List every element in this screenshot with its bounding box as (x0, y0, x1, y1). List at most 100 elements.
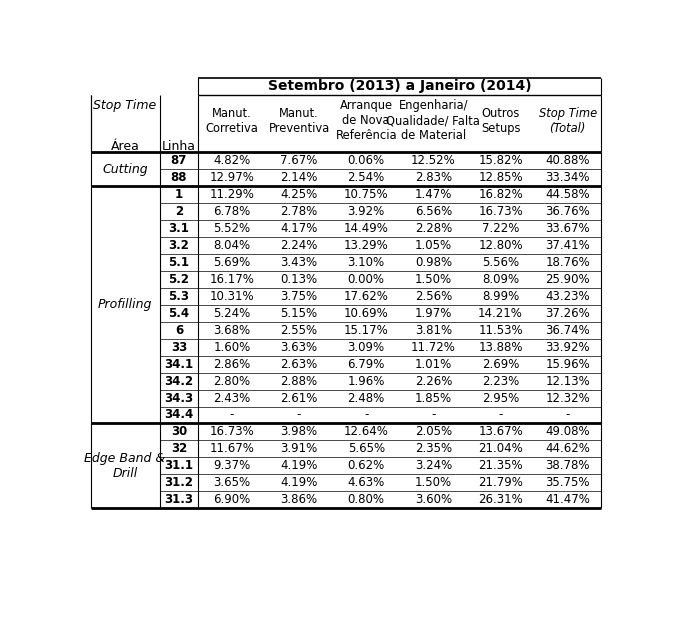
Text: 2.83%: 2.83% (415, 171, 452, 184)
Text: 3.24%: 3.24% (414, 459, 452, 472)
Text: 4.19%: 4.19% (280, 459, 318, 472)
Text: 12.97%: 12.97% (209, 171, 254, 184)
Text: 33: 33 (171, 341, 187, 354)
Text: 6.79%: 6.79% (348, 358, 385, 371)
Text: 14.49%: 14.49% (344, 222, 389, 235)
Text: 32: 32 (171, 442, 187, 455)
Text: Área: Área (111, 140, 140, 153)
Text: 5.52%: 5.52% (213, 222, 250, 235)
Text: 16.17%: 16.17% (209, 273, 254, 286)
Text: 1: 1 (175, 188, 183, 202)
Text: 88: 88 (171, 171, 187, 184)
Text: 26.31%: 26.31% (478, 493, 523, 506)
Text: 4.19%: 4.19% (280, 476, 318, 490)
Text: 4.25%: 4.25% (280, 188, 318, 202)
Text: 1.60%: 1.60% (213, 341, 250, 354)
Text: 5.2: 5.2 (169, 273, 190, 286)
Text: Linha: Linha (162, 140, 196, 153)
Text: 18.76%: 18.76% (545, 256, 590, 269)
Text: 2.69%: 2.69% (482, 358, 519, 371)
Text: 11.67%: 11.67% (209, 442, 254, 455)
Text: 14.21%: 14.21% (478, 307, 523, 320)
Text: 2.86%: 2.86% (213, 358, 250, 371)
Text: 10.31%: 10.31% (209, 290, 254, 303)
Text: Manut.
Corretiva: Manut. Corretiva (205, 106, 259, 134)
Text: 12.85%: 12.85% (478, 171, 523, 184)
Text: 31.3: 31.3 (165, 493, 194, 506)
Text: 2.56%: 2.56% (414, 290, 452, 303)
Text: 8.04%: 8.04% (213, 239, 250, 252)
Text: 87: 87 (171, 154, 187, 167)
Text: 11.53%: 11.53% (478, 324, 523, 337)
Text: 3.81%: 3.81% (415, 324, 452, 337)
Text: 3.75%: 3.75% (281, 290, 318, 303)
Text: Stop Time: Stop Time (93, 99, 157, 112)
Text: 25.90%: 25.90% (545, 273, 590, 286)
Text: 2.48%: 2.48% (348, 391, 385, 404)
Text: 1.50%: 1.50% (415, 476, 452, 490)
Text: 2.43%: 2.43% (213, 391, 250, 404)
Text: 2.54%: 2.54% (348, 171, 385, 184)
Text: 8.09%: 8.09% (482, 273, 519, 286)
Text: 3.60%: 3.60% (415, 493, 452, 506)
Text: 43.23%: 43.23% (545, 290, 590, 303)
Text: 5.1: 5.1 (169, 256, 190, 269)
Text: 15.82%: 15.82% (478, 154, 523, 167)
Text: 40.88%: 40.88% (545, 154, 590, 167)
Text: 3.68%: 3.68% (213, 324, 250, 337)
Text: 44.58%: 44.58% (545, 188, 590, 202)
Text: 1.50%: 1.50% (415, 273, 452, 286)
Text: 10.69%: 10.69% (344, 307, 389, 320)
Text: 3.2: 3.2 (169, 239, 190, 252)
Text: 3.98%: 3.98% (281, 425, 318, 439)
Text: 2.24%: 2.24% (280, 239, 318, 252)
Text: 2.14%: 2.14% (280, 171, 318, 184)
Text: 5.15%: 5.15% (281, 307, 318, 320)
Text: 16.82%: 16.82% (478, 188, 523, 202)
Text: Outros
Setups: Outros Setups (481, 106, 520, 134)
Text: 36.76%: 36.76% (545, 205, 590, 218)
Text: 34.3: 34.3 (164, 391, 194, 404)
Text: 16.73%: 16.73% (209, 425, 254, 439)
Text: 1.97%: 1.97% (414, 307, 452, 320)
Text: 3.43%: 3.43% (281, 256, 318, 269)
Text: 5.65%: 5.65% (348, 442, 385, 455)
Text: Cutting: Cutting (102, 163, 148, 176)
Text: 2.63%: 2.63% (280, 358, 318, 371)
Text: 1.05%: 1.05% (415, 239, 452, 252)
Text: Manut.
Preventiva: Manut. Preventiva (269, 106, 329, 134)
Text: 49.08%: 49.08% (545, 425, 590, 439)
Text: -: - (431, 409, 435, 422)
Text: 1.85%: 1.85% (415, 391, 452, 404)
Text: 31.1: 31.1 (165, 459, 194, 472)
Text: 0.00%: 0.00% (348, 273, 385, 286)
Text: 2.61%: 2.61% (280, 391, 318, 404)
Text: 13.67%: 13.67% (478, 425, 523, 439)
Text: 15.96%: 15.96% (545, 358, 590, 371)
Text: 12.64%: 12.64% (344, 425, 389, 439)
Text: 34.1: 34.1 (164, 358, 194, 371)
Text: 5.3: 5.3 (169, 290, 190, 303)
Text: 2.23%: 2.23% (482, 374, 519, 388)
Text: 33.34%: 33.34% (545, 171, 590, 184)
Text: 6.56%: 6.56% (414, 205, 452, 218)
Text: 5.24%: 5.24% (213, 307, 250, 320)
Text: 7.22%: 7.22% (482, 222, 519, 235)
Text: 2.95%: 2.95% (482, 391, 519, 404)
Text: 11.72%: 11.72% (411, 341, 456, 354)
Text: 2.78%: 2.78% (280, 205, 318, 218)
Text: 12.52%: 12.52% (411, 154, 456, 167)
Text: 2.80%: 2.80% (213, 374, 250, 388)
Text: 11.29%: 11.29% (209, 188, 254, 202)
Text: 2.35%: 2.35% (415, 442, 452, 455)
Text: 3.92%: 3.92% (348, 205, 385, 218)
Text: 1.01%: 1.01% (414, 358, 452, 371)
Text: 37.26%: 37.26% (545, 307, 590, 320)
Text: 13.29%: 13.29% (344, 239, 389, 252)
Text: 3.10%: 3.10% (348, 256, 385, 269)
Text: 6: 6 (175, 324, 183, 337)
Text: 0.80%: 0.80% (348, 493, 385, 506)
Text: Profilling: Profilling (98, 299, 153, 312)
Text: Stop Time
(Total): Stop Time (Total) (539, 106, 597, 134)
Text: 2.88%: 2.88% (281, 374, 318, 388)
